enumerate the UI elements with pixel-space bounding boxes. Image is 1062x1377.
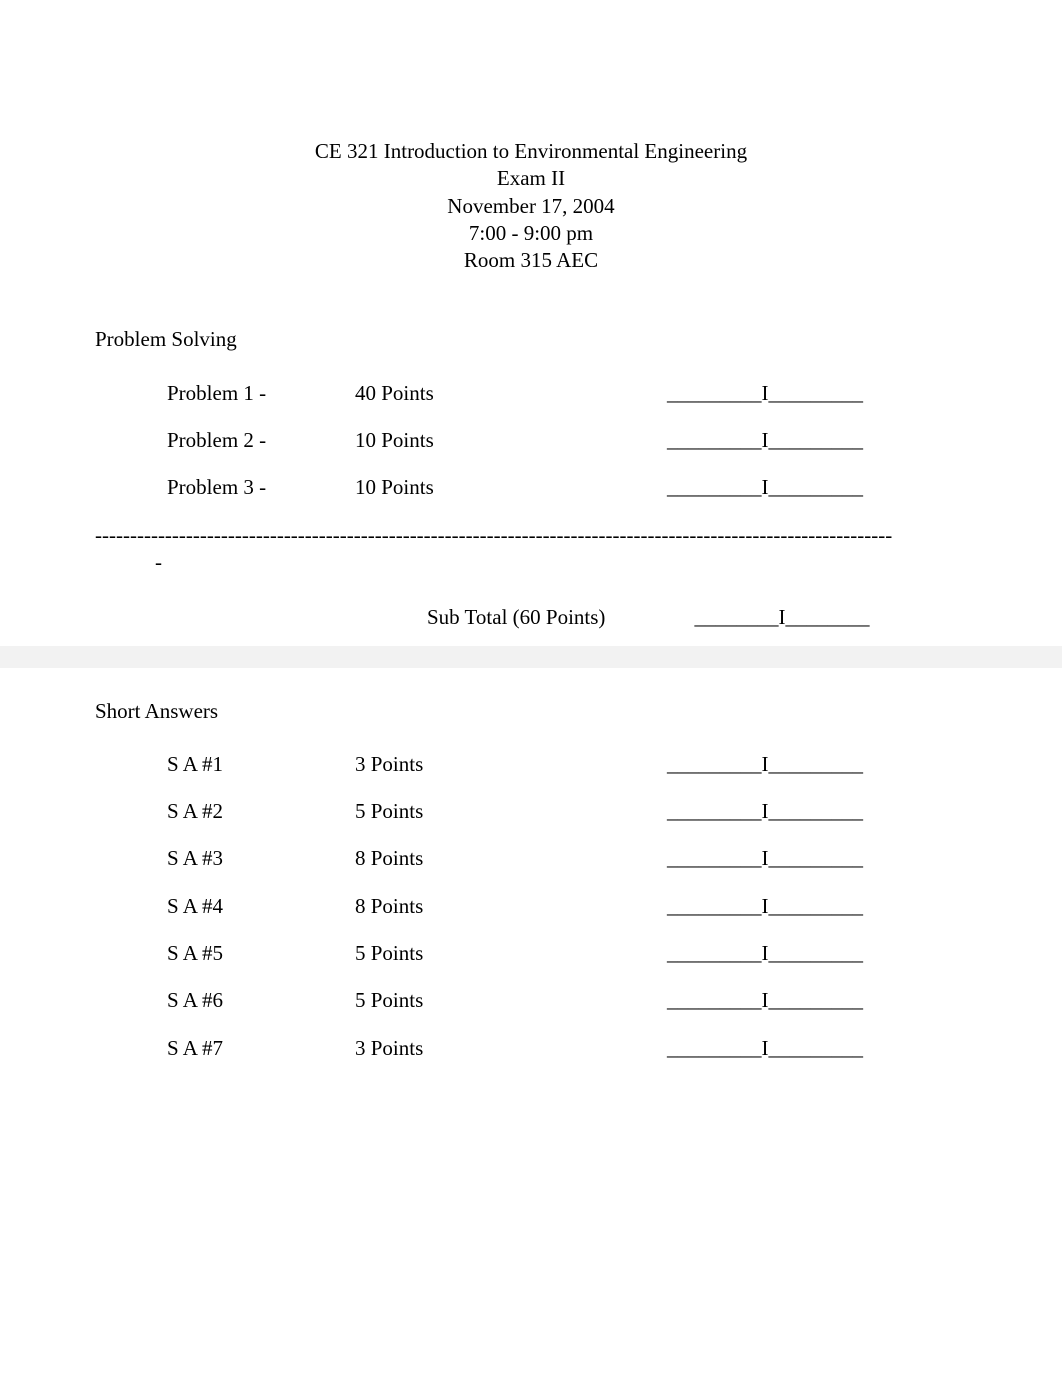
- short-answers-heading: Short Answers: [95, 698, 967, 725]
- sa-label: S A #2: [95, 798, 355, 825]
- short-answer-row: S A #1 3 Points _________I_________: [95, 751, 967, 778]
- sa-points: 5 Points: [355, 987, 635, 1014]
- header-exam: Exam II: [95, 165, 967, 192]
- sa-label: S A #7: [95, 1035, 355, 1062]
- header-course: CE 321 Introduction to Environmental Eng…: [95, 138, 967, 165]
- sa-score-blank: _________I_________: [635, 798, 895, 825]
- sa-score-blank: _________I_________: [635, 893, 895, 920]
- short-answer-row: S A #3 8 Points _________I_________: [95, 845, 967, 872]
- short-answer-row: S A #5 5 Points _________I_________: [95, 940, 967, 967]
- sa-points: 8 Points: [355, 845, 635, 872]
- sa-label: S A #4: [95, 893, 355, 920]
- sa-points: 3 Points: [355, 751, 635, 778]
- subtotal-row: Sub Total (60 Points) ________I________: [95, 604, 967, 631]
- section-divider: ----------------------------------------…: [95, 522, 967, 549]
- problem-row: Problem 2 - 10 Points _________I________…: [95, 427, 967, 454]
- short-answer-row: S A #4 8 Points _________I_________: [95, 893, 967, 920]
- sa-points: 8 Points: [355, 893, 635, 920]
- subtotal-label: Sub Total (60 Points): [95, 604, 667, 631]
- sa-points: 3 Points: [355, 1035, 635, 1062]
- short-answer-row: S A #2 5 Points _________I_________: [95, 798, 967, 825]
- header-room: Room 315 AEC: [95, 247, 967, 274]
- sa-score-blank: _________I_________: [635, 1035, 895, 1062]
- sa-label: S A #3: [95, 845, 355, 872]
- sa-score-blank: _________I_________: [635, 940, 895, 967]
- problem-points: 40 Points: [355, 380, 635, 407]
- sa-label: S A #1: [95, 751, 355, 778]
- problem-score-blank: _________I_________: [635, 474, 895, 501]
- divider-continuation-dash: -: [95, 549, 967, 576]
- short-answer-row: S A #7 3 Points _________I_________: [95, 1035, 967, 1062]
- problem-solving-heading: Problem Solving: [95, 326, 967, 353]
- sa-score-blank: _________I_________: [635, 987, 895, 1014]
- subtotal-score-blank: ________I________: [667, 604, 897, 631]
- problem-label: Problem 1 -: [95, 380, 355, 407]
- problem-points: 10 Points: [355, 474, 635, 501]
- problem-score-blank: _________I_________: [635, 380, 895, 407]
- short-answer-row: S A #6 5 Points _________I_________: [95, 987, 967, 1014]
- header-date: November 17, 2004: [95, 193, 967, 220]
- problem-row: Problem 1 - 40 Points _________I________…: [95, 380, 967, 407]
- highlight-bar: [0, 646, 1062, 668]
- header-time: 7:00 - 9:00 pm: [95, 220, 967, 247]
- sa-label: S A #6: [95, 987, 355, 1014]
- exam-header: CE 321 Introduction to Environmental Eng…: [95, 138, 967, 274]
- sa-score-blank: _________I_________: [635, 751, 895, 778]
- sa-points: 5 Points: [355, 798, 635, 825]
- sa-label: S A #5: [95, 940, 355, 967]
- problem-label: Problem 2 -: [95, 427, 355, 454]
- problem-label: Problem 3 -: [95, 474, 355, 501]
- problem-score-blank: _________I_________: [635, 427, 895, 454]
- problem-row: Problem 3 - 10 Points _________I________…: [95, 474, 967, 501]
- sa-score-blank: _________I_________: [635, 845, 895, 872]
- sa-points: 5 Points: [355, 940, 635, 967]
- problem-points: 10 Points: [355, 427, 635, 454]
